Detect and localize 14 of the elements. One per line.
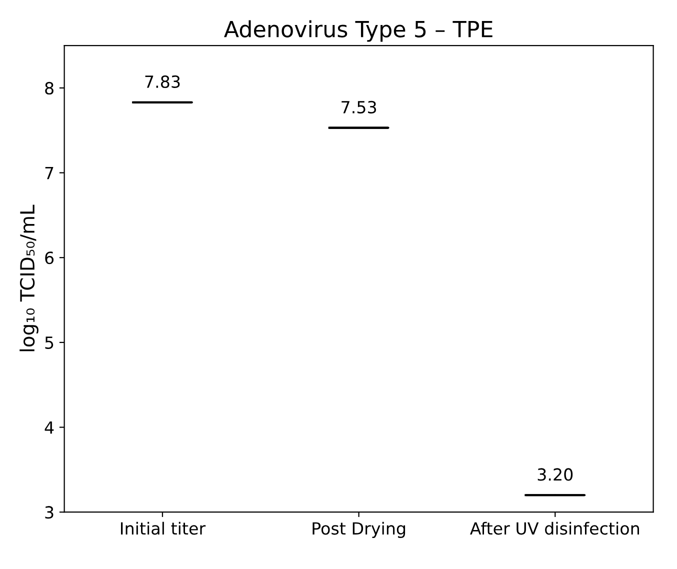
chart-title: Adenovirus Type 5 – TPE bbox=[224, 20, 492, 42]
x-tick-label: Post Drying bbox=[312, 522, 406, 538]
x-tick-label: Initial titer bbox=[121, 522, 206, 535]
text: 7.53 bbox=[342, 100, 376, 114]
text: 7.83 bbox=[145, 75, 180, 88]
y-axis-title: log₁₀ TCID₅₀/mL bbox=[20, 204, 38, 352]
text: 3.20 bbox=[538, 468, 573, 481]
x-tick-label: After UV disinfection bbox=[470, 522, 639, 535]
y-tick-label: 5 bbox=[45, 336, 54, 350]
y-tick-label: 8 bbox=[45, 82, 54, 95]
y-tick-label: 6 bbox=[45, 252, 54, 264]
y-tick-label: 7 bbox=[45, 166, 54, 180]
y-tick-label: 3 bbox=[45, 506, 54, 519]
y-tick-label: 4 bbox=[44, 421, 54, 434]
